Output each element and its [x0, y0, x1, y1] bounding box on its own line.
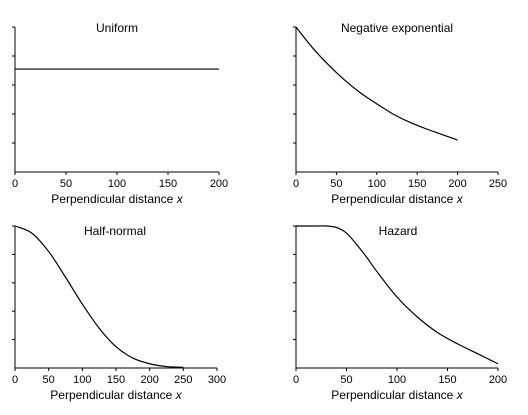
x-tick-label: 100 — [108, 178, 126, 190]
series-line — [295, 26, 458, 141]
x-tick-label: 150 — [408, 178, 426, 190]
series-line — [14, 225, 184, 368]
x-tick-label: 150 — [438, 374, 456, 386]
x-tick-label: 0 — [12, 178, 18, 190]
x-tick-label: 150 — [107, 374, 125, 386]
x-tick-label: 200 — [140, 374, 158, 386]
chart-title: Hazard — [379, 224, 418, 238]
x-tick-label: 250 — [174, 374, 192, 386]
x-axis-label: Perpendicular distance x — [50, 388, 182, 402]
chart-panel: 0 50 100 150 200 Hazard Perpendicular distance… — [293, 224, 507, 402]
x-tick-label: 300 — [208, 374, 226, 386]
chart-panel: 0 50 100 150 200 Uniform Perpendicular distanc… — [12, 21, 228, 206]
x-tick-label: 0 — [293, 374, 299, 386]
x-tick-label: 50 — [340, 374, 352, 386]
chart-title: Negative exponential — [341, 21, 453, 35]
x-tick-label: 100 — [388, 374, 406, 386]
chart-panel: 0 50 100 150 200 250 Negative exponential Perpe… — [293, 21, 507, 206]
chart-title: Uniform — [96, 21, 138, 35]
series-line — [296, 225, 499, 365]
x-tick-label: 100 — [368, 178, 386, 190]
x-tick-label: 50 — [60, 178, 72, 190]
x-tick-label: 0 — [293, 178, 299, 190]
x-tick-label: 50 — [330, 178, 342, 190]
x-tick-label: 250 — [489, 178, 507, 190]
x-tick-label: 200 — [448, 178, 466, 190]
x-tick-label: 200 — [210, 178, 228, 190]
x-axis-label: Perpendicular distance x — [331, 388, 463, 402]
x-axis-label: Perpendicular distance x — [331, 192, 463, 206]
chart-title: Half-normal — [84, 224, 146, 238]
x-tick-label: 150 — [159, 178, 177, 190]
x-tick-label: 50 — [43, 374, 55, 386]
x-axis-label: Perpendicular distance x — [51, 192, 183, 206]
chart-panel: 0 50 100 150 200 250 300 Half-normal Perpendicul… — [12, 224, 226, 402]
x-tick-label: 100 — [73, 374, 91, 386]
x-tick-label: 0 — [12, 374, 18, 386]
x-tick-label: 200 — [489, 374, 507, 386]
